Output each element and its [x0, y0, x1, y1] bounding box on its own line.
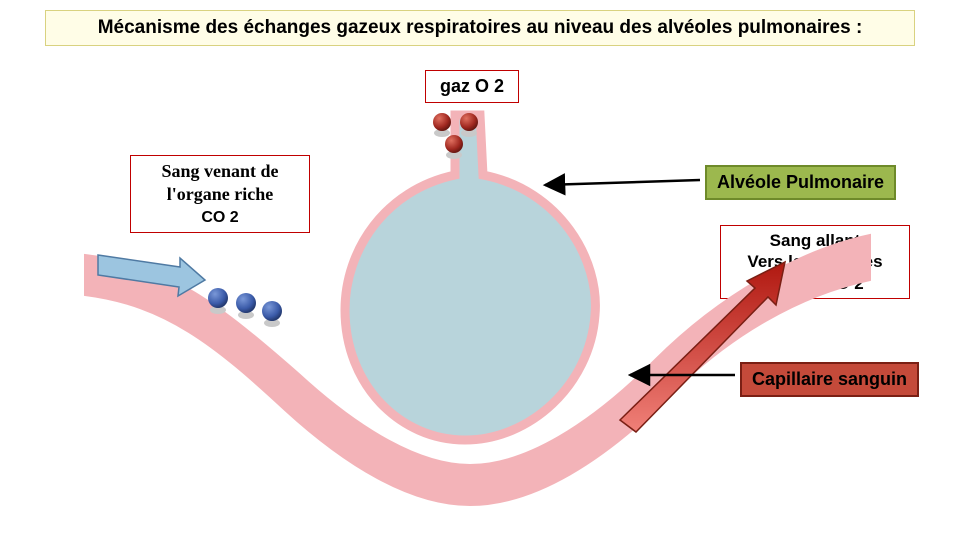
diagram-svg	[0, 0, 960, 540]
outgoing-blood-arrow-icon	[620, 262, 785, 432]
alveolus-shape	[345, 115, 595, 440]
pointer-to-alveolus-icon	[545, 180, 700, 185]
